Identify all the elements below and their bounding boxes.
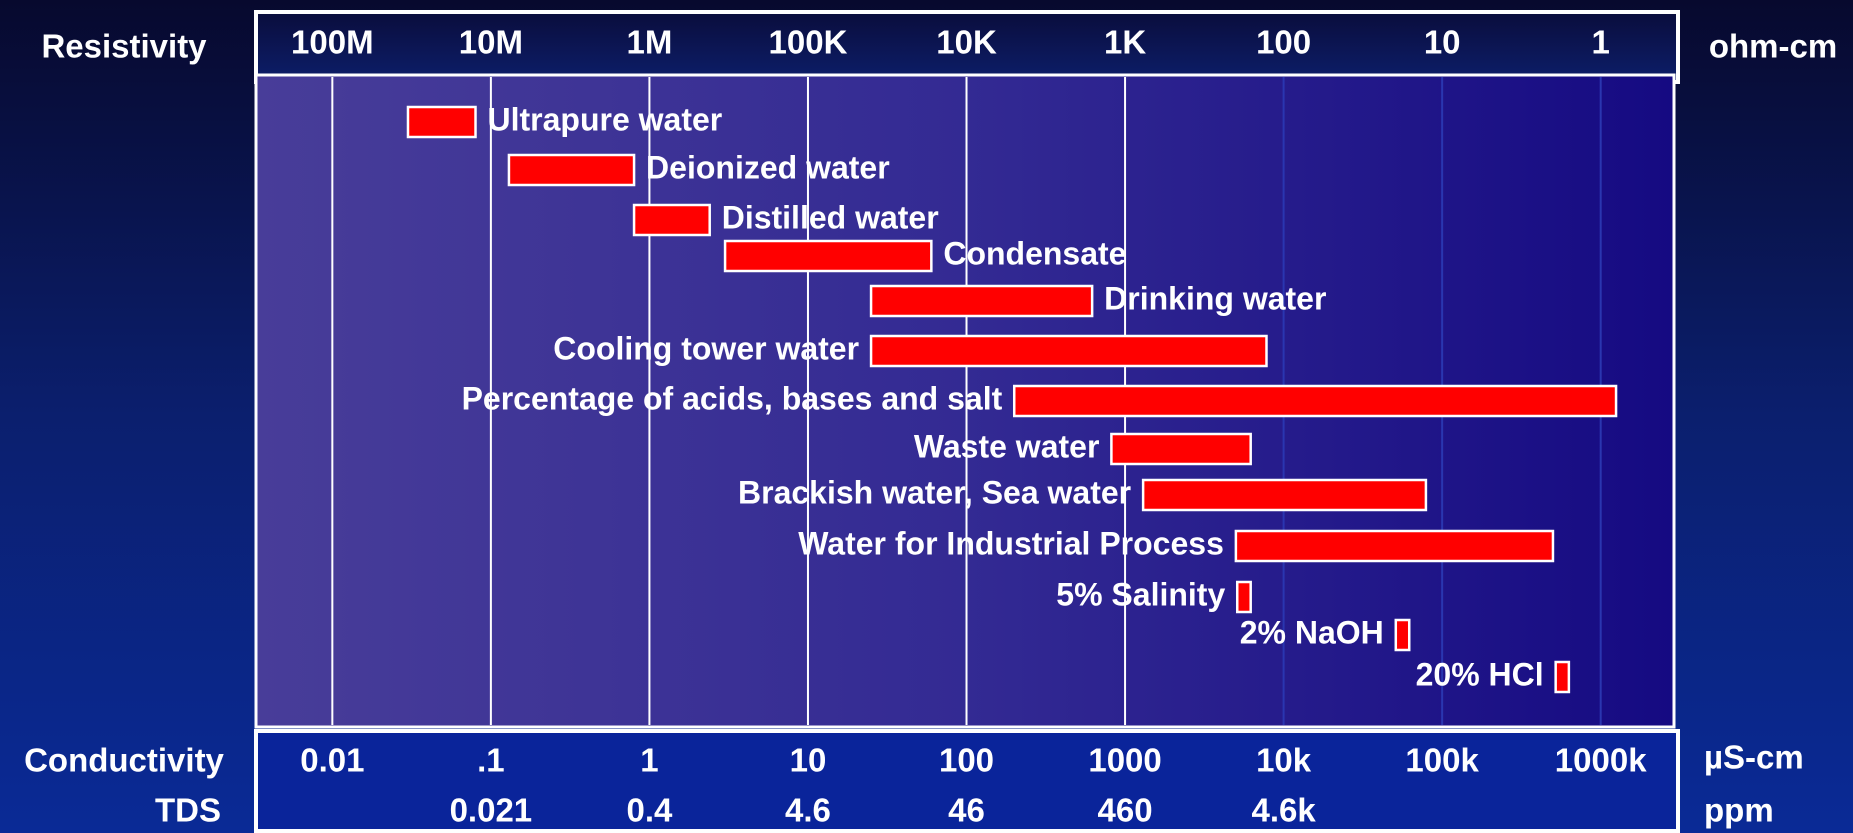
range-bar — [507, 153, 636, 187]
conductivity-box — [254, 729, 1680, 833]
tds-tick-label: 4.6 — [785, 792, 831, 829]
x2-tick-label: 10 — [1424, 24, 1461, 61]
bar-label: 20% HCl — [1416, 656, 1544, 692]
range-bar — [1110, 432, 1252, 466]
x2-tick-label: 1 — [1592, 24, 1610, 61]
x2-tick-label: 100 — [1256, 24, 1311, 61]
resistivity-box — [254, 10, 1680, 84]
range-bar — [869, 334, 1268, 368]
conductivity-label: Conductivity — [24, 742, 224, 779]
x-tick-label: 10k — [1256, 742, 1312, 779]
tds-label: TDS — [155, 792, 221, 829]
tds-tick-label: 460 — [1098, 792, 1153, 829]
tds-tick-label: 0.4 — [626, 792, 673, 829]
bar-label: 5% Salinity — [1056, 576, 1225, 612]
resistivity-label: Resistivity — [41, 28, 207, 65]
bar-label: Condensate — [943, 235, 1126, 271]
tds-tick-label: 46 — [948, 792, 985, 829]
range-bar — [1141, 478, 1428, 512]
conductivity-unit: µS-cm — [1704, 739, 1804, 776]
range-bar — [406, 105, 477, 139]
bar-label: Ultrapure water — [488, 101, 723, 137]
bar-label: Water for Industrial Process — [798, 525, 1224, 561]
x2-tick-label: 100M — [291, 24, 374, 61]
bar-label: Waste water — [914, 428, 1100, 464]
bar-label: Brackish water, Sea water — [738, 474, 1131, 510]
bar-label: Percentage of acids, bases and salt — [462, 380, 1003, 416]
bar-label: Drinking water — [1104, 280, 1326, 316]
bar-label: Cooling tower water — [553, 330, 859, 366]
range-bar — [1394, 618, 1411, 652]
bar-label: Distilled water — [722, 199, 939, 235]
range-bar — [1235, 580, 1252, 614]
tds-unit: ppm — [1704, 792, 1774, 829]
range-bar — [869, 284, 1094, 318]
x2-tick-label: 10K — [936, 24, 997, 61]
range-bar — [1012, 384, 1618, 418]
x-tick-label: .1 — [477, 742, 505, 779]
x-tick-label: 100k — [1405, 742, 1479, 779]
x-tick-label: 1000 — [1088, 742, 1161, 779]
x-tick-label: 1000k — [1555, 742, 1647, 779]
x2-tick-label: 100K — [769, 24, 848, 61]
range-bar — [723, 239, 933, 273]
bar-label: Deionized water — [646, 149, 890, 185]
x-tick-label: 0.01 — [300, 742, 364, 779]
x2-tick-label: 1K — [1104, 24, 1146, 61]
x2-tick-label: 1M — [627, 24, 673, 61]
range-bar — [632, 203, 711, 237]
x-tick-label: 100 — [939, 742, 994, 779]
range-bar — [1234, 529, 1555, 563]
x-tick-label: 1 — [640, 742, 658, 779]
x2-tick-label: 10M — [459, 24, 523, 61]
tds-tick-label: 0.021 — [450, 792, 533, 829]
bar-label: 2% NaOH — [1240, 614, 1384, 650]
range-bar — [1554, 660, 1571, 694]
resistivity-unit: ohm-cm — [1709, 28, 1837, 65]
x-tick-label: 10 — [790, 742, 827, 779]
tds-tick-label: 4.6k — [1251, 792, 1316, 829]
